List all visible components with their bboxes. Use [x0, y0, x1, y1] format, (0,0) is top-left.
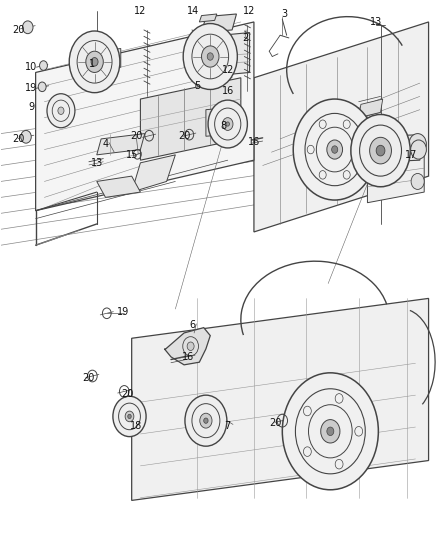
Text: 19: 19: [25, 83, 37, 93]
Text: 14: 14: [187, 6, 199, 17]
Text: 20: 20: [12, 25, 25, 35]
Circle shape: [185, 395, 227, 446]
Circle shape: [125, 411, 134, 422]
Circle shape: [332, 146, 338, 154]
Circle shape: [86, 51, 103, 72]
Circle shape: [200, 413, 212, 428]
Text: 16: 16: [182, 352, 194, 362]
Text: 10: 10: [25, 62, 37, 72]
Circle shape: [207, 53, 213, 60]
Polygon shape: [132, 155, 175, 192]
Circle shape: [351, 115, 410, 187]
Text: 9: 9: [28, 102, 34, 112]
Text: 5: 5: [194, 81, 200, 91]
Circle shape: [223, 118, 233, 131]
Circle shape: [204, 418, 208, 423]
Circle shape: [21, 131, 31, 143]
Text: 13: 13: [91, 158, 103, 168]
Text: 20: 20: [269, 418, 282, 429]
Text: 18: 18: [130, 421, 142, 431]
Text: 19: 19: [117, 306, 129, 317]
Text: 20: 20: [130, 131, 142, 141]
Circle shape: [411, 173, 424, 189]
Text: 2: 2: [242, 33, 248, 43]
Text: 20: 20: [121, 389, 134, 399]
Polygon shape: [206, 107, 239, 136]
Text: 17: 17: [405, 150, 417, 160]
Circle shape: [187, 342, 194, 351]
Polygon shape: [97, 134, 145, 155]
Text: 3: 3: [282, 9, 288, 19]
Polygon shape: [164, 328, 210, 365]
Circle shape: [38, 82, 46, 92]
Circle shape: [91, 58, 98, 66]
Circle shape: [69, 31, 120, 93]
Polygon shape: [254, 22, 428, 232]
Circle shape: [327, 140, 343, 159]
Circle shape: [409, 134, 426, 155]
Circle shape: [113, 396, 146, 437]
Polygon shape: [77, 49, 121, 72]
Circle shape: [47, 94, 75, 128]
Text: 20: 20: [12, 134, 25, 144]
Circle shape: [283, 373, 378, 490]
Text: 20: 20: [82, 373, 94, 383]
Polygon shape: [132, 298, 428, 500]
Text: 13: 13: [370, 17, 382, 27]
Circle shape: [321, 419, 340, 443]
Circle shape: [293, 99, 376, 200]
Circle shape: [58, 107, 64, 115]
Circle shape: [327, 427, 334, 435]
Text: 7: 7: [225, 421, 231, 431]
Text: 12: 12: [222, 65, 234, 75]
Polygon shape: [359, 99, 383, 118]
Circle shape: [370, 138, 392, 164]
Polygon shape: [359, 135, 420, 163]
Polygon shape: [367, 144, 424, 203]
Polygon shape: [193, 33, 250, 78]
Text: 20: 20: [178, 131, 190, 141]
Text: 4: 4: [102, 139, 109, 149]
Polygon shape: [199, 14, 217, 22]
Polygon shape: [35, 22, 254, 211]
Circle shape: [201, 46, 219, 67]
Circle shape: [226, 122, 230, 126]
Text: 16: 16: [222, 86, 234, 96]
Polygon shape: [141, 78, 241, 160]
Polygon shape: [97, 176, 141, 197]
Circle shape: [208, 100, 247, 148]
Circle shape: [39, 61, 47, 70]
Text: 1: 1: [89, 60, 95, 69]
Text: 12: 12: [244, 6, 256, 17]
Circle shape: [128, 414, 131, 418]
Circle shape: [183, 23, 237, 90]
Text: 15: 15: [126, 150, 138, 160]
Text: 8: 8: [220, 120, 226, 131]
Text: 12: 12: [134, 6, 147, 17]
Circle shape: [411, 140, 426, 159]
Circle shape: [376, 146, 385, 156]
Polygon shape: [201, 14, 237, 33]
Text: 6: 6: [190, 320, 196, 330]
Circle shape: [22, 21, 33, 34]
Text: 16: 16: [248, 136, 260, 147]
